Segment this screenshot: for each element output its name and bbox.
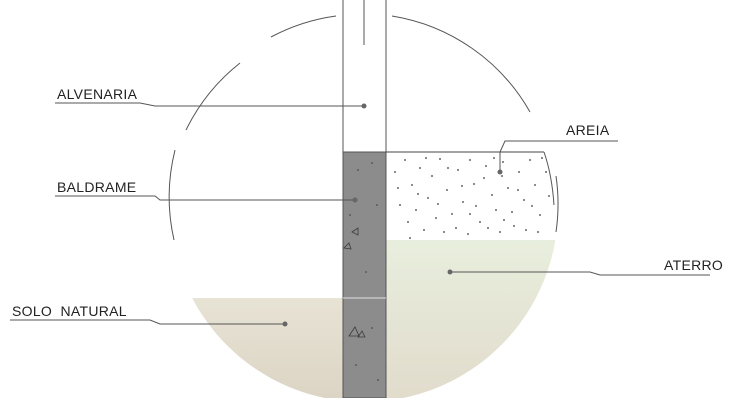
circle-arc-top-right	[391, 15, 531, 113]
label-areia: AREIA	[566, 122, 610, 138]
circle-arc-left-upper	[185, 62, 241, 131]
circle-arc-right	[555, 175, 559, 233]
circle-arc-left-lower	[168, 149, 176, 241]
label-aterro: ATERRO	[664, 257, 723, 273]
label-solo-natural: SOLO NATURAL	[12, 303, 127, 319]
aterro-leader	[450, 271, 710, 276]
label-alvenaria: ALVENARIA	[57, 86, 138, 102]
areia-leader	[499, 140, 618, 172]
alvenaria-leader	[55, 102, 364, 107]
leader-lines	[10, 102, 710, 325]
areia-right-edge	[543, 151, 555, 206]
label-baldrame: BALDRAME	[57, 179, 136, 195]
baldrame-leader	[55, 195, 355, 201]
baldrame-aggregate-marks	[343, 227, 366, 338]
aterro-fill	[386, 240, 558, 398]
leader-markers	[282, 103, 503, 327]
circle-arc-top-left	[270, 15, 337, 38]
areia-sand-dots	[394, 157, 550, 239]
baldrame-beam	[342, 151, 387, 398]
solo-natural-fill	[170, 298, 343, 398]
solo-natural-leader	[10, 319, 285, 325]
baldrame-specks	[349, 162, 379, 381]
